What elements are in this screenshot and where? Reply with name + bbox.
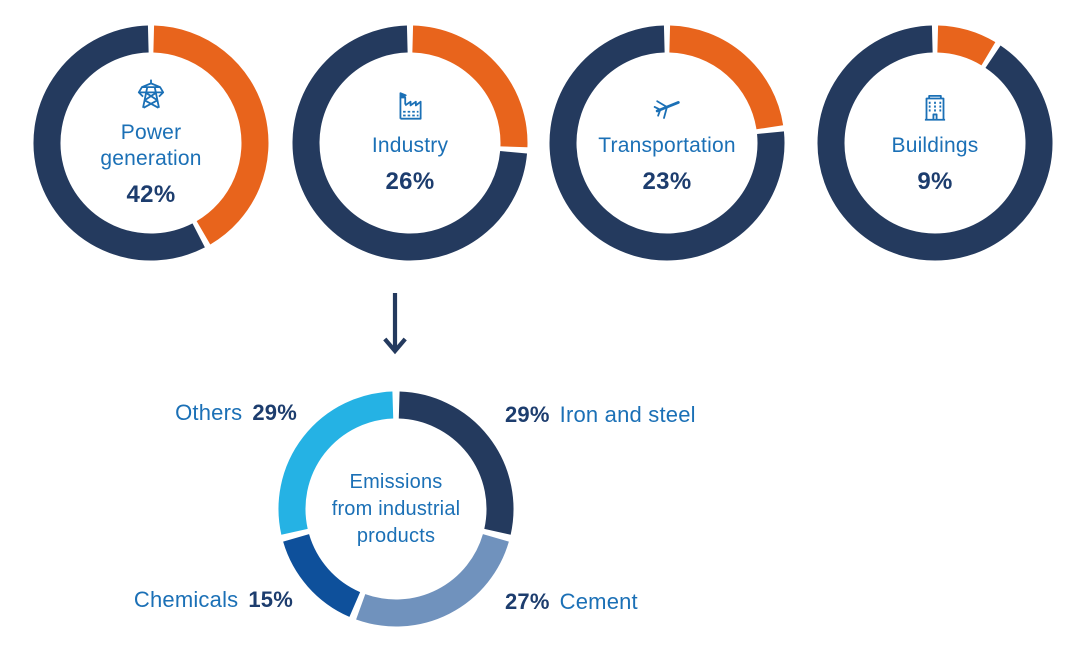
- transportation-donut-chart: [549, 25, 785, 261]
- sector-label: Power generation: [100, 121, 202, 170]
- transportation-center: Transportation 23%: [577, 53, 757, 233]
- segment-name: Cement: [559, 589, 638, 614]
- donut-segment-others: [278, 391, 394, 535]
- factory-icon: [399, 92, 422, 120]
- donut-segment-remainder: [33, 25, 205, 261]
- industrial-products-center-label: Emissions from industrial products: [305, 418, 487, 600]
- donut-industry: Industry 26%: [290, 23, 530, 263]
- office-building-icon: [924, 94, 946, 121]
- donut-segment-cement: [356, 533, 509, 627]
- center-label-line: from industrial: [331, 497, 461, 520]
- segment-name: Chemicals: [133, 587, 239, 612]
- power-generation-center: Power generation 42%: [61, 53, 241, 233]
- donut-segment-industry: [411, 25, 528, 148]
- sector-label: Industry: [371, 134, 449, 157]
- donut-transportation: Transportation 23%: [547, 23, 787, 263]
- segment-name: Iron and steel: [559, 402, 696, 427]
- sector-label: Buildings: [891, 134, 979, 157]
- donut-industrial-products: Emissions from industrial products: [271, 384, 521, 634]
- donut-power-generation: Power generation 42%: [31, 23, 271, 263]
- segment-value: 15%: [248, 587, 293, 612]
- arrow-down-icon: [383, 291, 407, 357]
- segment-label-iron-and-steel: 29% Iron and steel: [505, 401, 696, 428]
- donut-segment-transportation: [668, 25, 784, 130]
- sector-percentage: 42%: [126, 181, 176, 208]
- airplane-icon: [653, 100, 680, 119]
- sector-label: Transportation: [598, 134, 736, 157]
- segment-label-cement: 27% Cement: [505, 588, 638, 615]
- donut-buildings: Buildings 9%: [815, 23, 1055, 263]
- donut-segment-chemicals: [283, 533, 361, 617]
- buildings-donut-chart: [817, 25, 1053, 261]
- sector-percentage: 26%: [385, 168, 435, 195]
- industry-center: Industry 26%: [320, 53, 500, 233]
- industry-donut-chart: [292, 25, 528, 261]
- sector-percentage: 23%: [642, 168, 692, 195]
- center-label-line: Emissions: [349, 470, 443, 493]
- buildings-center: Buildings 9%: [845, 53, 1025, 233]
- segment-value: 27%: [505, 589, 550, 614]
- donut-segment-remainder: [817, 25, 1053, 261]
- donut-segment-remainder: [292, 25, 528, 261]
- power-transmission-tower-icon: [137, 79, 165, 109]
- center-label-line: products: [356, 524, 436, 547]
- segment-label-others: Others 29%: [80, 399, 297, 426]
- segment-value: 29%: [505, 402, 550, 427]
- power-generation-donut-chart: [33, 25, 269, 261]
- industrial-products-donut-chart: [278, 391, 514, 627]
- sector-percentage: 9%: [917, 168, 953, 195]
- segment-label-chemicals: Chemicals 15%: [80, 586, 293, 613]
- donut-segment-iron-and-steel: [398, 391, 514, 535]
- segment-name: Others: [175, 400, 243, 425]
- donut-segment-power-generation: [153, 25, 269, 245]
- segment-value: 29%: [252, 400, 297, 425]
- donut-segment-remainder: [549, 25, 785, 261]
- donut-segment-buildings: [936, 25, 996, 66]
